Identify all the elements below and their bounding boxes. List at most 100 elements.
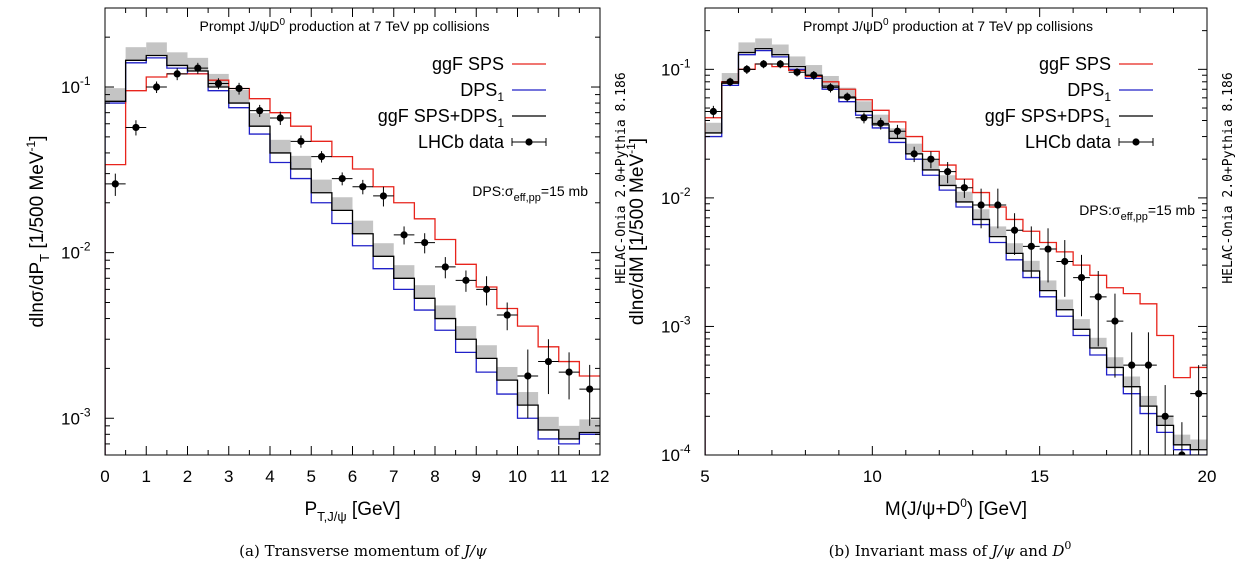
x-tick-label: 2 (183, 467, 192, 486)
legend-label: LHCb data (418, 132, 505, 152)
series-ggf-sps-dps-1-line (105, 54, 600, 455)
lhcb-data-point (1156, 385, 1174, 455)
lhcb-data-point (1173, 422, 1191, 455)
uncertainty-band (805, 65, 823, 76)
y-axis-label: dlnσ/dPT [1/500 MeV-1] (24, 136, 52, 328)
lhcb-data-point (187, 62, 209, 74)
lhcb-data-point (352, 179, 374, 195)
lhcb-data-point (249, 104, 270, 117)
panel-title: Prompt J/ψD0 production at 7 TeV pp coll… (200, 17, 490, 34)
lhcb-data-point (393, 226, 415, 245)
x-tick-label: 10 (508, 467, 527, 486)
caption: (a) Transverse momentum of J/ψ (239, 542, 487, 560)
lhcb-data-point (166, 68, 188, 81)
uncertainty-band (1056, 299, 1074, 310)
uncertainty-band (558, 425, 580, 439)
lhcb-data-point (435, 257, 456, 279)
x-tick-label: 10 (863, 467, 882, 486)
panel-title: Prompt J/ψD0 production at 7 TeV pp coll… (803, 17, 1093, 34)
lhcb-data-point (872, 117, 890, 130)
lhcb-data-point (905, 146, 923, 163)
x-tick-label: 3 (224, 467, 233, 486)
lhcb-data-point (855, 112, 873, 124)
uncertainty-band (738, 42, 756, 53)
lhcb-data-point (1106, 293, 1124, 378)
caption: (b) Invariant mass of J/ψ and D0 (829, 539, 1072, 560)
chart-panel-2: 10-1 10-2 10-3 10-4 5 10 15 20 M(J/ψ+D0) [GeV] dl… (624, 7, 1236, 560)
y-axis-label: dlnσ/dM [1/500 MeV-1] (624, 138, 648, 325)
uncertainty-band (538, 416, 559, 430)
x-tick-label: 6 (348, 467, 357, 486)
lhcb-data-point (579, 364, 600, 426)
legend-label: LHCb data (1025, 132, 1112, 152)
lhcb-data-point (105, 173, 126, 196)
x-tick-label: 5 (307, 467, 316, 486)
lhcb-data-point (331, 172, 353, 186)
lhcb-data-point (146, 81, 167, 94)
x-tick-label: 0 (100, 467, 109, 486)
legend-label: ggF SPS (432, 54, 504, 74)
uncertainty-band (496, 366, 518, 381)
uncertainty-band (146, 42, 167, 56)
lhcb-data-point (956, 179, 973, 198)
lhcb-data-point (1089, 270, 1107, 347)
x-tick-label: 15 (1030, 467, 1049, 486)
uncertainty-band (1073, 319, 1090, 330)
y-tick-label: 10-3 (61, 405, 91, 428)
side-label: HELAC-Onia 2.0+Pythia 8.186 (1221, 72, 1236, 283)
x-tick-label: 7 (389, 467, 398, 486)
dps-note: DPS:σeff,pp=15 mb (1079, 202, 1195, 223)
series-ggf-sps-dps-1-line (705, 47, 1207, 455)
uncertainty-band (249, 113, 270, 127)
x-tick-label: 11 (550, 467, 568, 486)
lhcb-data-point (788, 68, 806, 77)
uncertainty-band (331, 197, 353, 211)
uncertainty-band (125, 47, 147, 61)
legend-label: DPS1 (460, 80, 504, 104)
lhcb-data-point (989, 188, 1007, 229)
uncertainty-band (290, 155, 312, 169)
lhcb-data-point (311, 151, 332, 163)
lhcb-data-point (939, 162, 956, 184)
x-tick-label: 9 (472, 467, 481, 486)
lhcb-data-point (208, 78, 229, 90)
y-tick-label: 10-1 (661, 56, 691, 79)
lhcb-data-point (805, 71, 823, 80)
lhcb-data-point (738, 65, 756, 74)
uncertainty-band (855, 101, 873, 112)
uncertainty-band (771, 44, 789, 55)
uncertainty-band (393, 265, 415, 279)
uncertainty-band (373, 243, 394, 257)
lhcb-data-point (270, 111, 291, 125)
lhcb-data-point (125, 120, 147, 136)
lhcb-data-point (476, 276, 497, 306)
lhcb-data-point (228, 82, 250, 95)
y-tick-label: 10-2 (661, 185, 691, 208)
side-label: HELAC-Onia 2.0+Pythia 8.186 (614, 72, 629, 283)
y-tick-label: 10-3 (661, 313, 691, 336)
uncertainty-band (311, 179, 332, 193)
lhcb-data-point (1039, 228, 1057, 283)
lhcb-data-point (496, 302, 518, 331)
lhcb-data-point (1123, 332, 1141, 455)
uncertainty-band (105, 88, 126, 102)
uncertainty-band (228, 89, 250, 104)
x-axis-label: M(J/ψ+D0) [GeV] (885, 496, 1027, 520)
x-tick-label: 20 (1198, 467, 1217, 486)
lhcb-data-point (373, 186, 394, 207)
uncertainty-band (755, 38, 772, 49)
legend-label: ggF SPS+DPS1 (985, 106, 1112, 130)
lhcb-data-point (1022, 226, 1040, 278)
uncertainty-band (705, 122, 722, 133)
x-tick-label: 5 (700, 467, 709, 486)
uncertainty-band (352, 220, 374, 234)
y-tick-label: 10-2 (61, 240, 91, 263)
y-tick-label: 10-1 (61, 74, 91, 97)
lhcb-data-point (721, 77, 739, 87)
y-tick-label: 10-4 (661, 442, 691, 465)
plot-area (705, 38, 1207, 455)
